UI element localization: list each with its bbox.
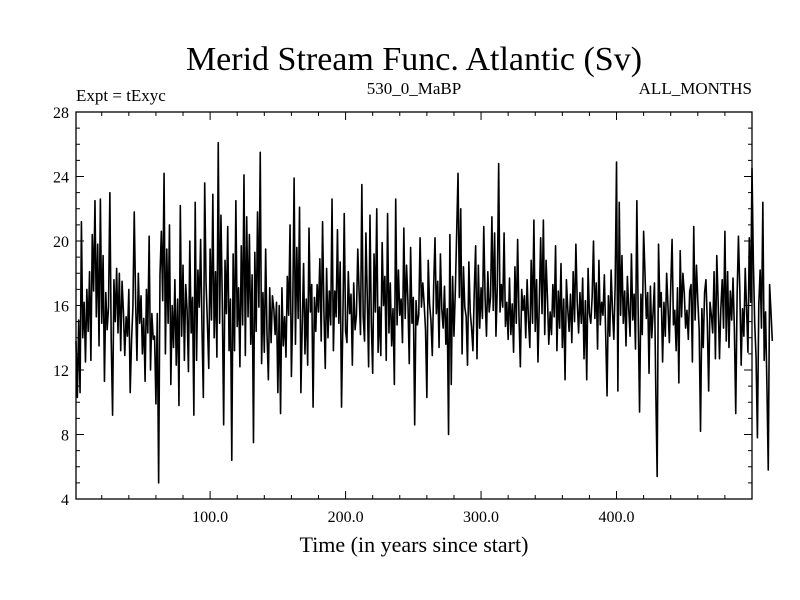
y-tick-label: 16 (53, 299, 69, 316)
x-tick-label: 100.0 (192, 509, 228, 526)
x-tick-label: 200.0 (328, 509, 364, 526)
x-axis-label: Time (in years since start) (300, 532, 529, 557)
y-tick-label: 8 (61, 428, 69, 445)
x-axis: 100.0 200.0 300.0 400.0 (101, 112, 726, 526)
x-tick-label: 400.0 (599, 509, 635, 526)
y-axis: 4 8 12 16 20 24 28 (53, 105, 752, 509)
plot-frame (75, 111, 753, 500)
x-tick-label: 300.0 (463, 509, 499, 526)
series-layer (75, 141, 774, 484)
y-tick-label: 24 (53, 170, 69, 187)
y-tick-label: 4 (61, 492, 69, 509)
subtitle-months: ALL_MONTHS (639, 79, 752, 98)
subtitle-experiment: Expt = tExyc (76, 86, 166, 105)
chart-title: Merid Stream Func. Atlantic (Sv) (186, 41, 642, 78)
series-line-0 (75, 141, 774, 484)
subtitle-period: 530_0_MaBP (367, 79, 461, 98)
y-tick-label: 20 (53, 234, 69, 251)
y-tick-label: 12 (53, 363, 69, 380)
y-tick-label: 28 (53, 105, 69, 122)
